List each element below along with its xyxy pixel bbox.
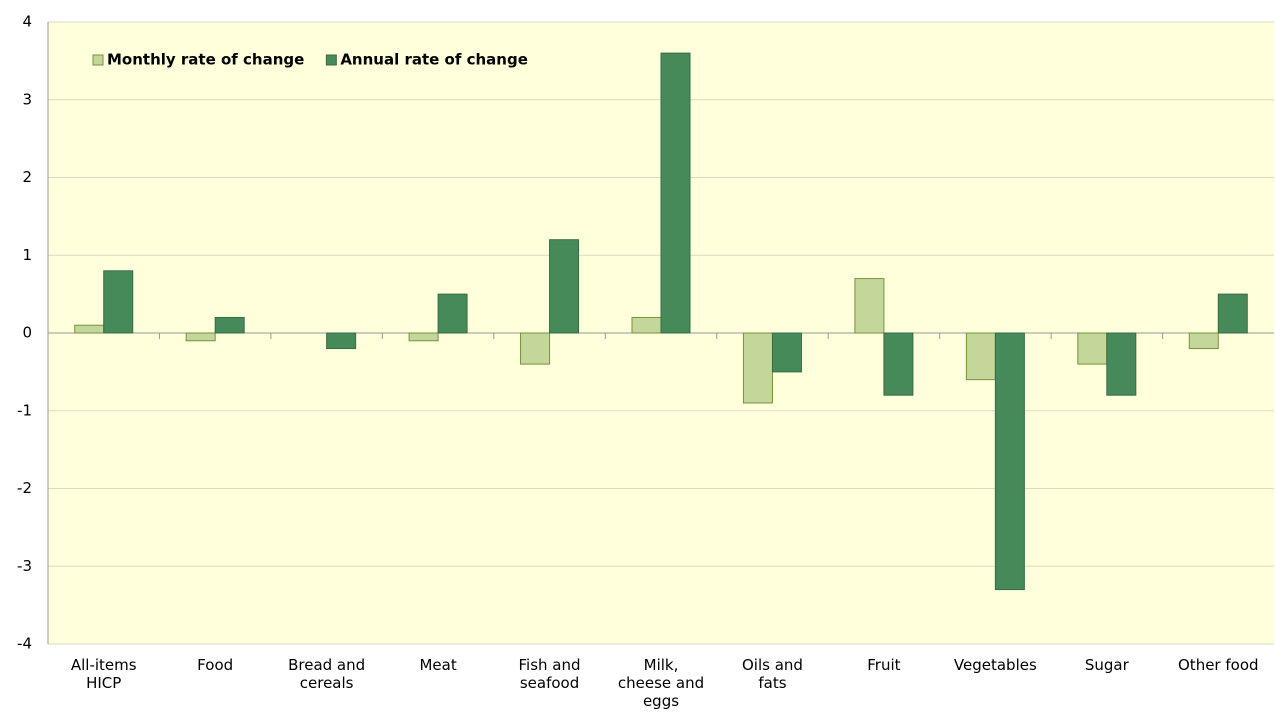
bar bbox=[994, 332, 1025, 591]
legend-label: Monthly rate of change bbox=[107, 51, 304, 69]
x-tick-label: Other food bbox=[1178, 656, 1259, 674]
legend-label: Annual rate of change bbox=[340, 51, 528, 69]
bar bbox=[520, 332, 551, 365]
x-tick-label: Food bbox=[197, 656, 234, 674]
x-tick-label-box: Meat bbox=[419, 656, 457, 674]
x-tick-label: Vegetables bbox=[953, 656, 1037, 674]
x-tick-label-box: Fish and seafood bbox=[518, 656, 581, 692]
x-tick-label: Bread and cereals bbox=[288, 656, 366, 692]
bar bbox=[660, 52, 691, 334]
y-tick-label: 0 bbox=[22, 324, 32, 342]
legend-swatch bbox=[92, 54, 104, 66]
x-tick-label: Sugar bbox=[1084, 656, 1129, 674]
bar bbox=[965, 332, 996, 381]
bar bbox=[74, 324, 105, 334]
x-tick-label: Fruit bbox=[867, 656, 901, 674]
x-tick-label-box: Vegetables bbox=[953, 656, 1037, 674]
y-tick-label: 1 bbox=[22, 246, 32, 264]
x-tick-label: Oils and fats bbox=[741, 656, 803, 692]
bar bbox=[214, 316, 245, 334]
x-tick-label-box: Food bbox=[197, 656, 234, 674]
y-tick-label: 2 bbox=[22, 168, 32, 186]
bar bbox=[771, 332, 802, 373]
bar bbox=[437, 293, 468, 334]
x-tick-label: Milk, cheese and eggs bbox=[617, 656, 705, 710]
x-tick-label-box: Other food bbox=[1178, 656, 1259, 674]
y-tick-label: -3 bbox=[17, 557, 32, 575]
x-tick-label: Meat bbox=[419, 656, 457, 674]
bar bbox=[1077, 332, 1108, 365]
bar bbox=[1217, 293, 1248, 334]
y-tick-label: -4 bbox=[17, 635, 32, 653]
x-tick-label: All-items HICP bbox=[70, 656, 137, 692]
y-tick-label: -1 bbox=[17, 401, 32, 419]
bar bbox=[1188, 332, 1219, 350]
legend-swatch bbox=[325, 54, 337, 66]
bar bbox=[103, 270, 134, 334]
x-tick-label-box: Milk, cheese and eggs bbox=[617, 656, 705, 710]
x-tick-label-box: Fruit bbox=[867, 656, 901, 674]
bar bbox=[883, 332, 914, 396]
x-tick-label: Fish and seafood bbox=[518, 656, 581, 692]
x-tick-label-box: Sugar bbox=[1084, 656, 1129, 674]
bar bbox=[1106, 332, 1137, 396]
bar bbox=[742, 332, 773, 404]
bar bbox=[326, 332, 357, 350]
bar bbox=[408, 332, 439, 342]
y-tick-label: 4 bbox=[22, 13, 32, 31]
x-tick-label-box: Oils and fats bbox=[741, 656, 803, 692]
x-tick-label-box: Bread and cereals bbox=[288, 656, 366, 692]
y-tick-label: -2 bbox=[17, 479, 32, 497]
x-tick-label-box: All-items HICP bbox=[70, 656, 137, 692]
y-tick-label: 3 bbox=[22, 90, 32, 108]
bar bbox=[854, 278, 885, 334]
bar bbox=[631, 316, 662, 334]
bar bbox=[549, 239, 580, 334]
bar bbox=[185, 332, 216, 342]
